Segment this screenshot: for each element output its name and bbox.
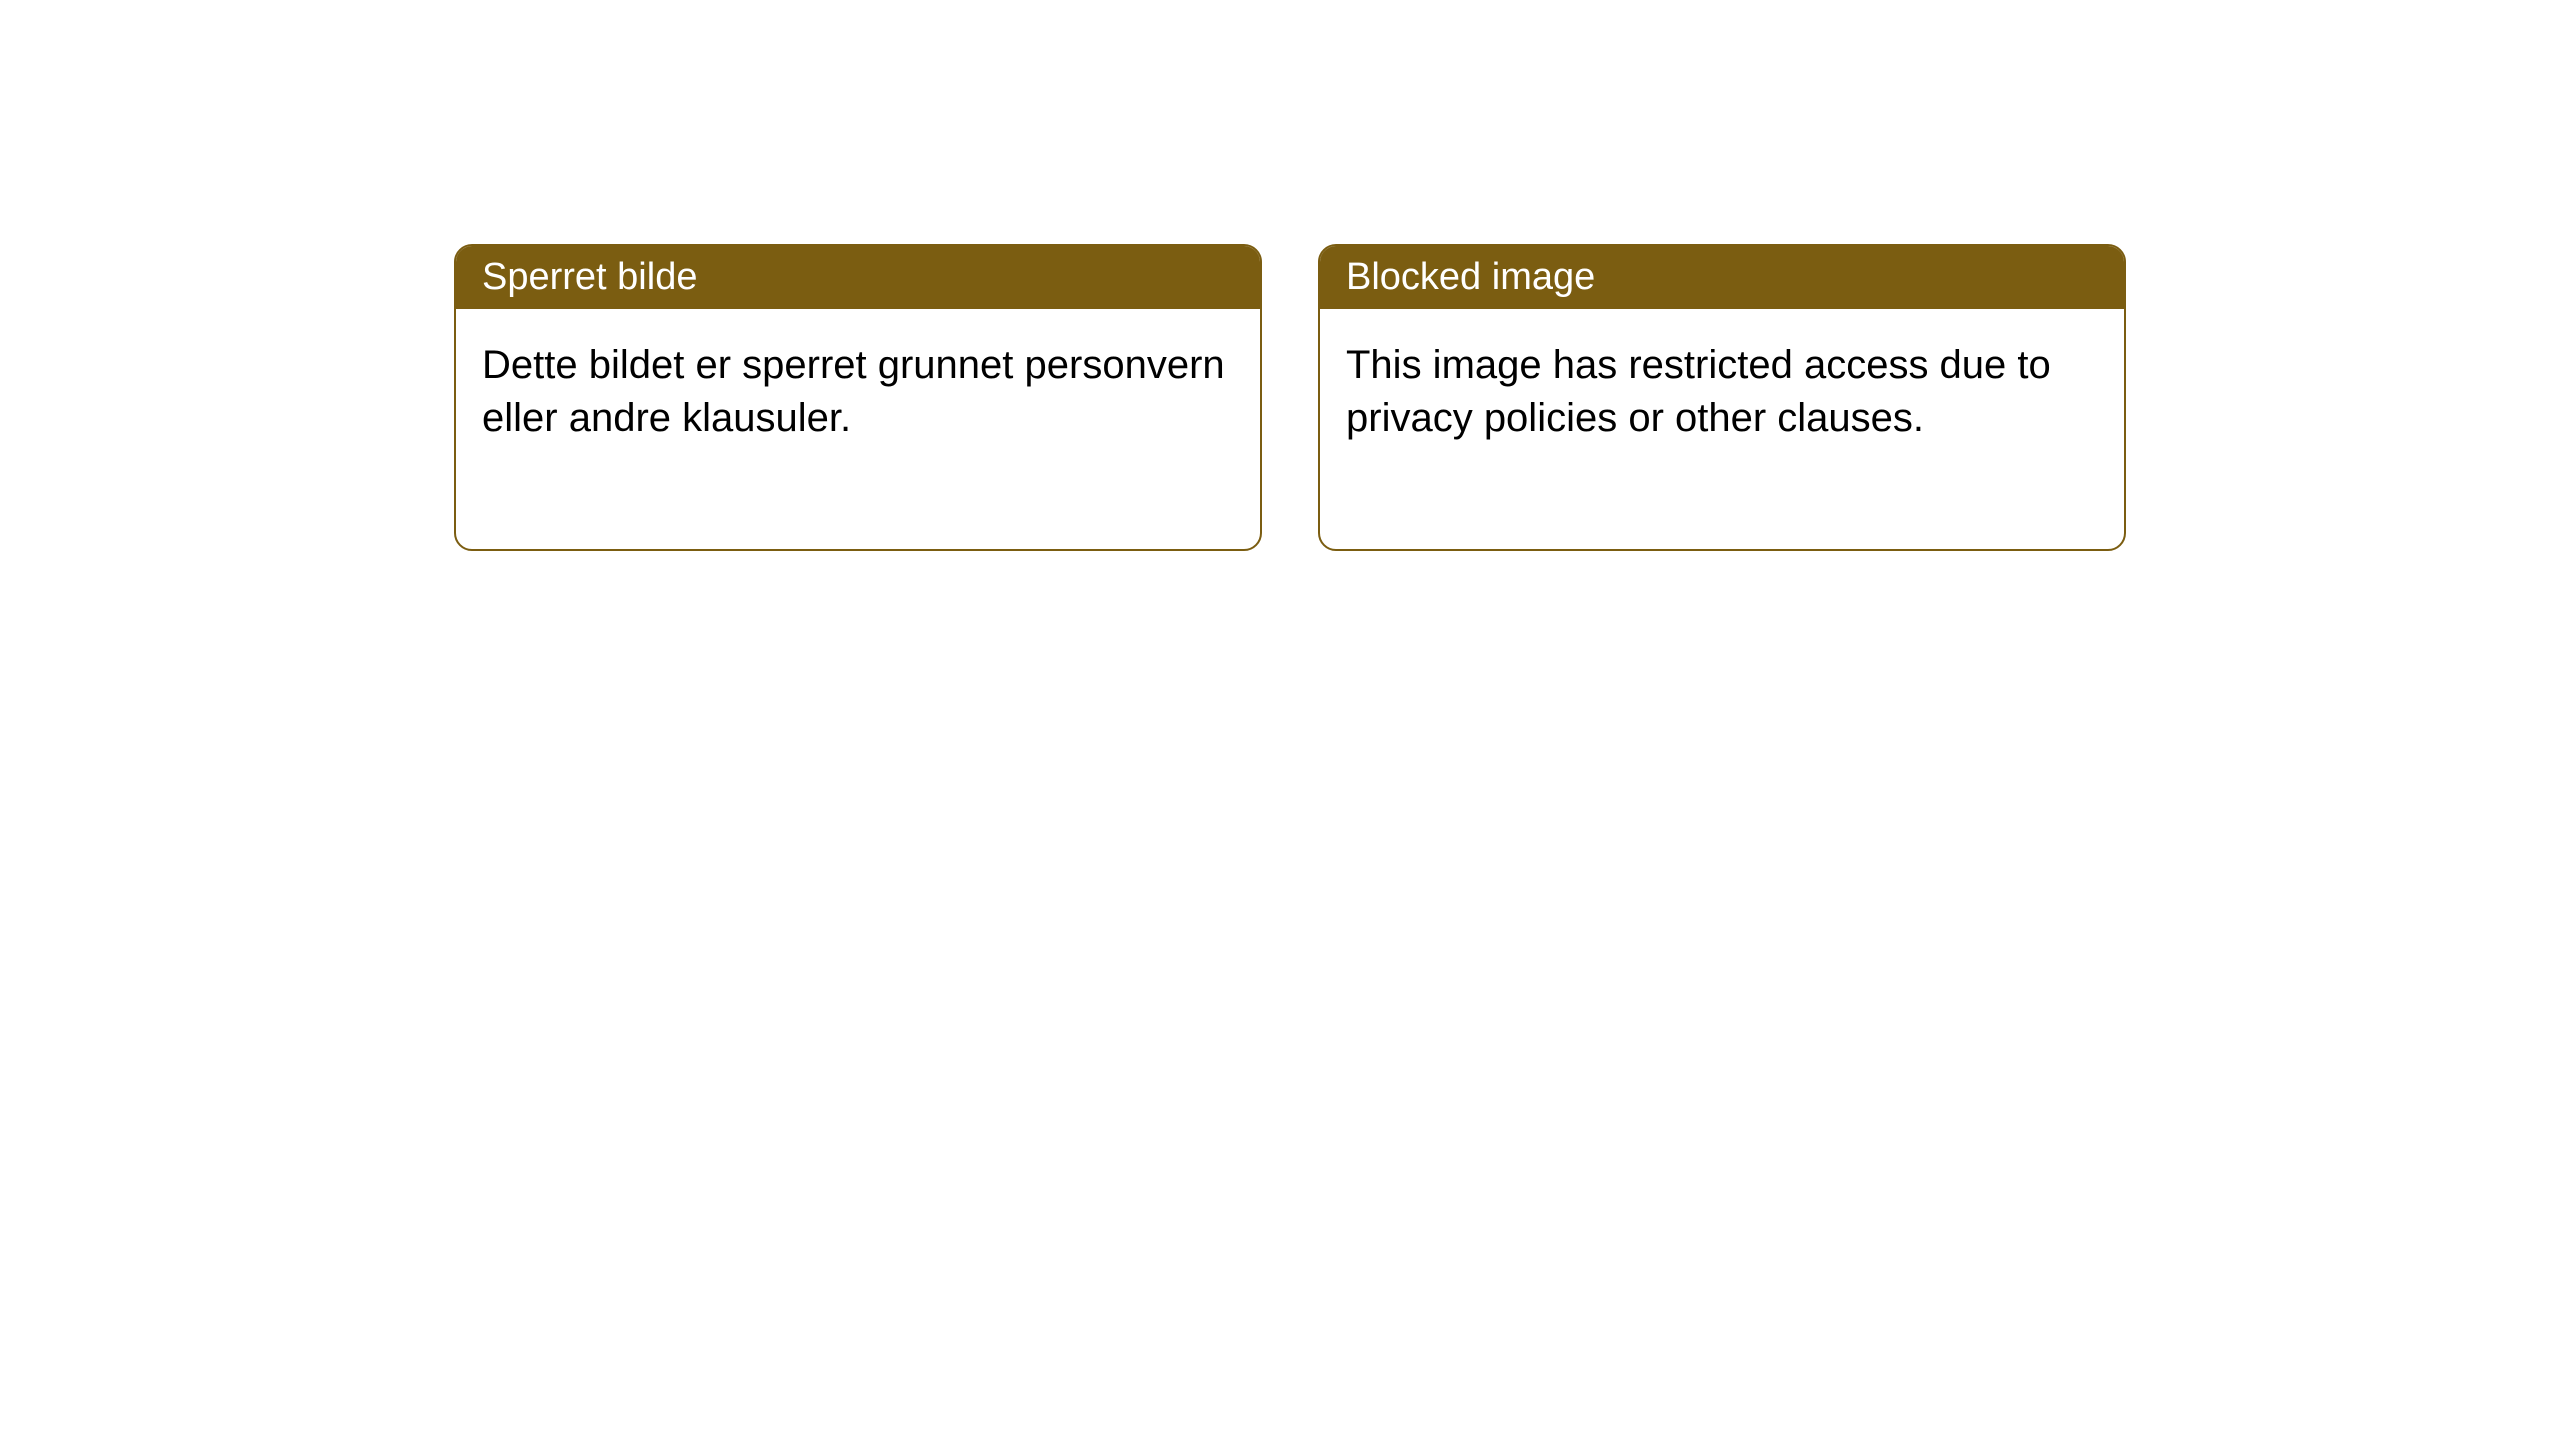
notice-body-english: This image has restricted access due to … (1320, 309, 2124, 549)
notice-container: Sperret bilde Dette bildet er sperret gr… (0, 0, 2560, 551)
notice-title-english: Blocked image (1320, 246, 2124, 309)
notice-title-norwegian: Sperret bilde (456, 246, 1260, 309)
notice-card-norwegian: Sperret bilde Dette bildet er sperret gr… (454, 244, 1262, 551)
notice-body-norwegian: Dette bildet er sperret grunnet personve… (456, 309, 1260, 549)
notice-card-english: Blocked image This image has restricted … (1318, 244, 2126, 551)
